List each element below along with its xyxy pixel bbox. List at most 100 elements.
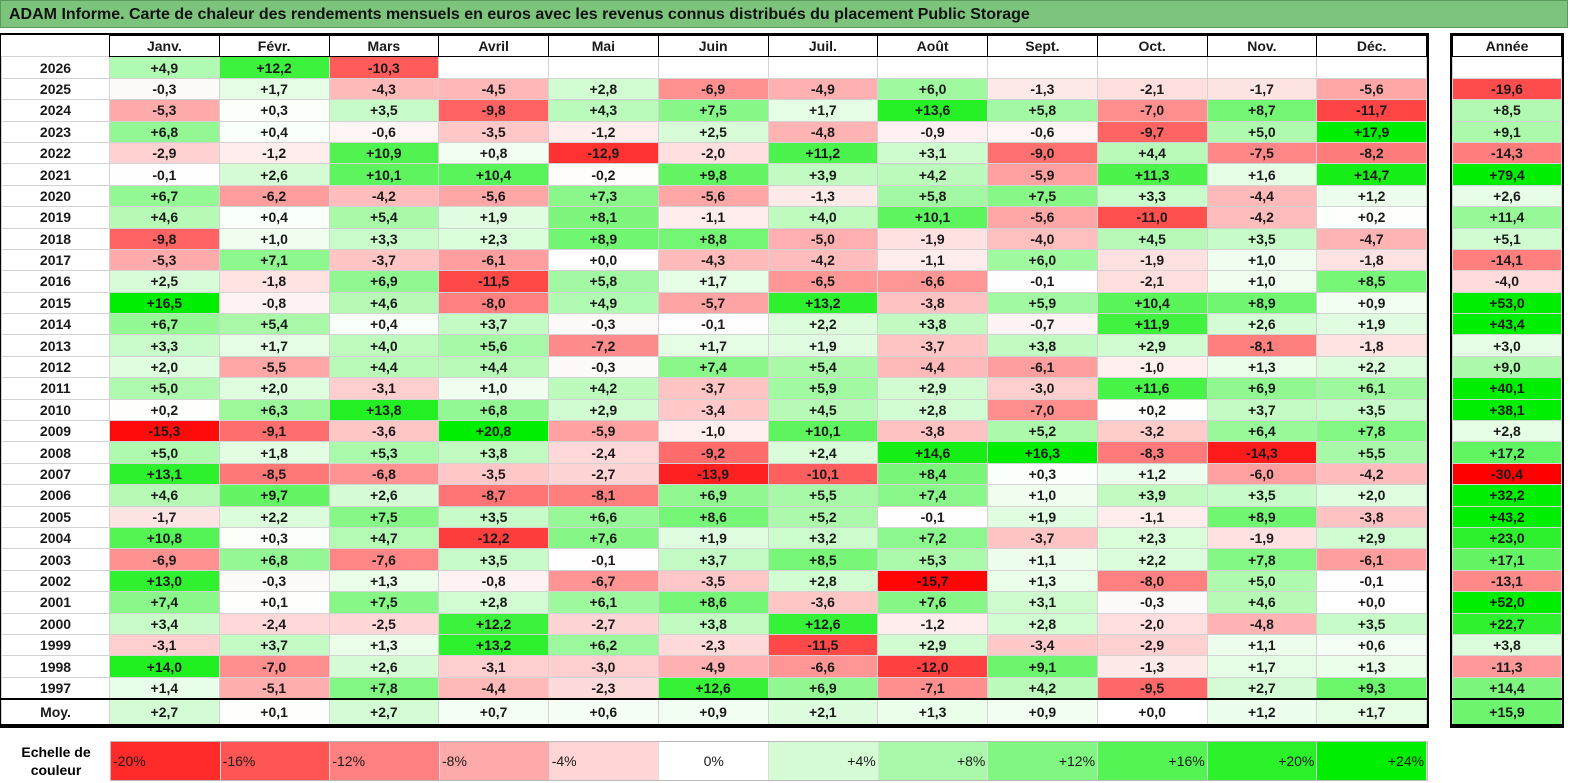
year-label: 2009 [1, 420, 110, 443]
heatmap-cell: +20,8 [438, 420, 549, 443]
year-label: 2006 [1, 484, 110, 507]
heatmap-cell: +0,3 [218, 526, 330, 550]
heatmap-cell: +3,8 [987, 334, 1098, 357]
month-header: Juin [657, 34, 769, 58]
heatmap-cell: +0,2 [1316, 206, 1427, 229]
annual-cell: -19,6 [1452, 77, 1562, 101]
year-label: 2019 [1, 206, 110, 229]
heatmap-cell: -1,9 [1206, 526, 1318, 550]
heatmap-cell: -7,2 [548, 334, 659, 357]
heatmap-cell: -0,3 [548, 355, 659, 379]
annual-row: +79,4 [1452, 163, 1562, 186]
heatmap-cell: +2,6 [328, 484, 440, 507]
heatmap-cell: +2,9 [877, 377, 988, 400]
heatmap-cell: +6,7 [109, 313, 220, 336]
heatmap-cell: +16,5 [109, 291, 220, 315]
heatmap-cell: +9,1 [987, 655, 1098, 678]
heatmap-cell: -0,8 [218, 291, 330, 315]
heatmap-cell: +8,6 [657, 591, 769, 614]
heatmap-cell: +7,6 [548, 526, 659, 550]
month-header: Janv. [109, 34, 220, 58]
heatmap-cell: +2,4 [767, 441, 879, 464]
scale-swatch: -8% [440, 742, 550, 780]
heatmap-cell: +8,8 [657, 227, 769, 250]
heatmap-cell: +0,9 [1316, 291, 1427, 315]
heatmap-cell: -5,3 [109, 99, 220, 122]
heatmap-cell: +6,0 [877, 77, 988, 101]
heatmap-cell: +3,5 [1206, 227, 1318, 250]
heatmap-cell: +5,0 [109, 377, 220, 400]
heatmap-cell: +1,4 [109, 676, 220, 700]
heatmap-cell: -3,8 [877, 420, 988, 443]
year-row: 2015 +16,5 -0,8 +4,6 -8,0 +4,9 -5,7 +13,2 -3,8 +5… [1, 291, 1427, 315]
heatmap-cell: -3,7 [328, 248, 440, 272]
heatmap-cell: +3,9 [1096, 484, 1208, 507]
heatmap-cell: +3,3 [109, 334, 220, 357]
heatmap-cell: -3,1 [109, 633, 220, 657]
heatmap-cell: +4,5 [1096, 227, 1208, 250]
heatmap-cell: +2,6 [1206, 313, 1318, 336]
year-label: 1997 [1, 676, 110, 700]
annual-cell: +3,8 [1452, 633, 1562, 657]
heatmap-cell: +4,2 [987, 676, 1098, 700]
heatmap-cell: +5,9 [767, 377, 879, 400]
heatmap-cell: -6,0 [1206, 462, 1318, 486]
year-row: 2003 -6,9 +6,8 -7,6 +3,5 -0,1 +3,7 +8,5 +5,3 +1,1… [1, 548, 1427, 571]
heatmap-cell: -9,2 [657, 441, 769, 464]
heatmap-cell: -6,2 [218, 184, 330, 208]
heatmap-cell: +3,7 [438, 313, 549, 336]
heatmap-cell: -1,3 [1096, 655, 1208, 678]
heatmap-cell: -5,7 [657, 291, 769, 315]
heatmap-cell: +7,4 [877, 484, 988, 507]
heatmap-cell: -0,8 [438, 569, 549, 593]
heatmap-cell [438, 56, 549, 79]
heatmap-cell: -3,5 [438, 462, 549, 486]
heatmap-cell: +5,4 [767, 355, 879, 379]
heatmap-cell: -5,0 [767, 227, 879, 250]
heatmap-cell: +1,8 [218, 441, 330, 464]
heatmap-cell: -3,7 [987, 526, 1098, 550]
heatmap-cell: -1,7 [109, 505, 220, 528]
year-label: 2003 [1, 548, 110, 571]
heatmap-cell: +7,6 [877, 591, 988, 614]
heatmap-cell: -4,7 [1316, 227, 1427, 250]
heatmap-cell: +4,4 [438, 355, 549, 379]
year-label: 1998 [1, 655, 110, 678]
heatmap-cell: -3,1 [328, 377, 440, 400]
year-row: 2016 +2,5 -1,8 +6,9 -11,5 +5,8 +1,7 -6,5 -6,6 -0,… [1, 270, 1427, 293]
year-label: 2005 [1, 505, 110, 528]
scale-swatch: +12% [988, 742, 1099, 780]
heatmap-cell: -3,4 [987, 633, 1098, 657]
heatmap-cell: +5,4 [218, 313, 330, 336]
annual-cell: +40,1 [1452, 377, 1562, 400]
year-row: 2010 +0,2 +6,3 +13,8 +6,8 +2,9 -3,4 +4,5 +2,8 -7,… [1, 398, 1427, 422]
heatmap-cell: +2,6 [218, 163, 330, 186]
heatmap-cell: -0,7 [987, 313, 1098, 336]
heatmap-cell: +5,8 [877, 184, 988, 208]
heatmap-cell: +3,5 [1316, 398, 1427, 422]
annual-cell: +5,1 [1452, 227, 1562, 250]
heatmap-cell: -1,8 [1316, 248, 1427, 272]
heatmap-cell: +4,6 [328, 291, 440, 315]
year-row: 2000 +3,4 -2,4 -2,5 +12,2 -2,7 +3,8 +12,6 -1,2 +2… [1, 612, 1427, 635]
heatmap-cell: +6,8 [218, 548, 330, 571]
heatmap-cell: +2,7 [109, 698, 220, 727]
annual-row: +14,4 [1452, 676, 1562, 700]
annual-row: +3,0 [1452, 334, 1562, 357]
heatmap-cell: -8,7 [438, 484, 549, 507]
heatmap-cell: +2,0 [109, 355, 220, 379]
heatmap-cell: -4,9 [657, 655, 769, 678]
heatmap-cell: +3,7 [657, 548, 769, 571]
heatmap-cell: +9,3 [1316, 676, 1427, 700]
heatmap-cell [1316, 56, 1427, 79]
year-label: 2015 [1, 291, 110, 315]
annual-row: -19,6 [1452, 77, 1562, 101]
scale-swatch: +24% [1317, 742, 1428, 780]
heatmap-cell: -12,9 [548, 141, 659, 165]
heatmap-cell: -12,2 [438, 526, 549, 550]
heatmap-cell: +3,5 [438, 548, 549, 571]
year-label: 2012 [1, 355, 110, 379]
annual-row: +17,1 [1452, 548, 1562, 571]
annual-cell: -13,1 [1452, 569, 1562, 593]
heatmap-cell: +1,9 [987, 505, 1098, 528]
